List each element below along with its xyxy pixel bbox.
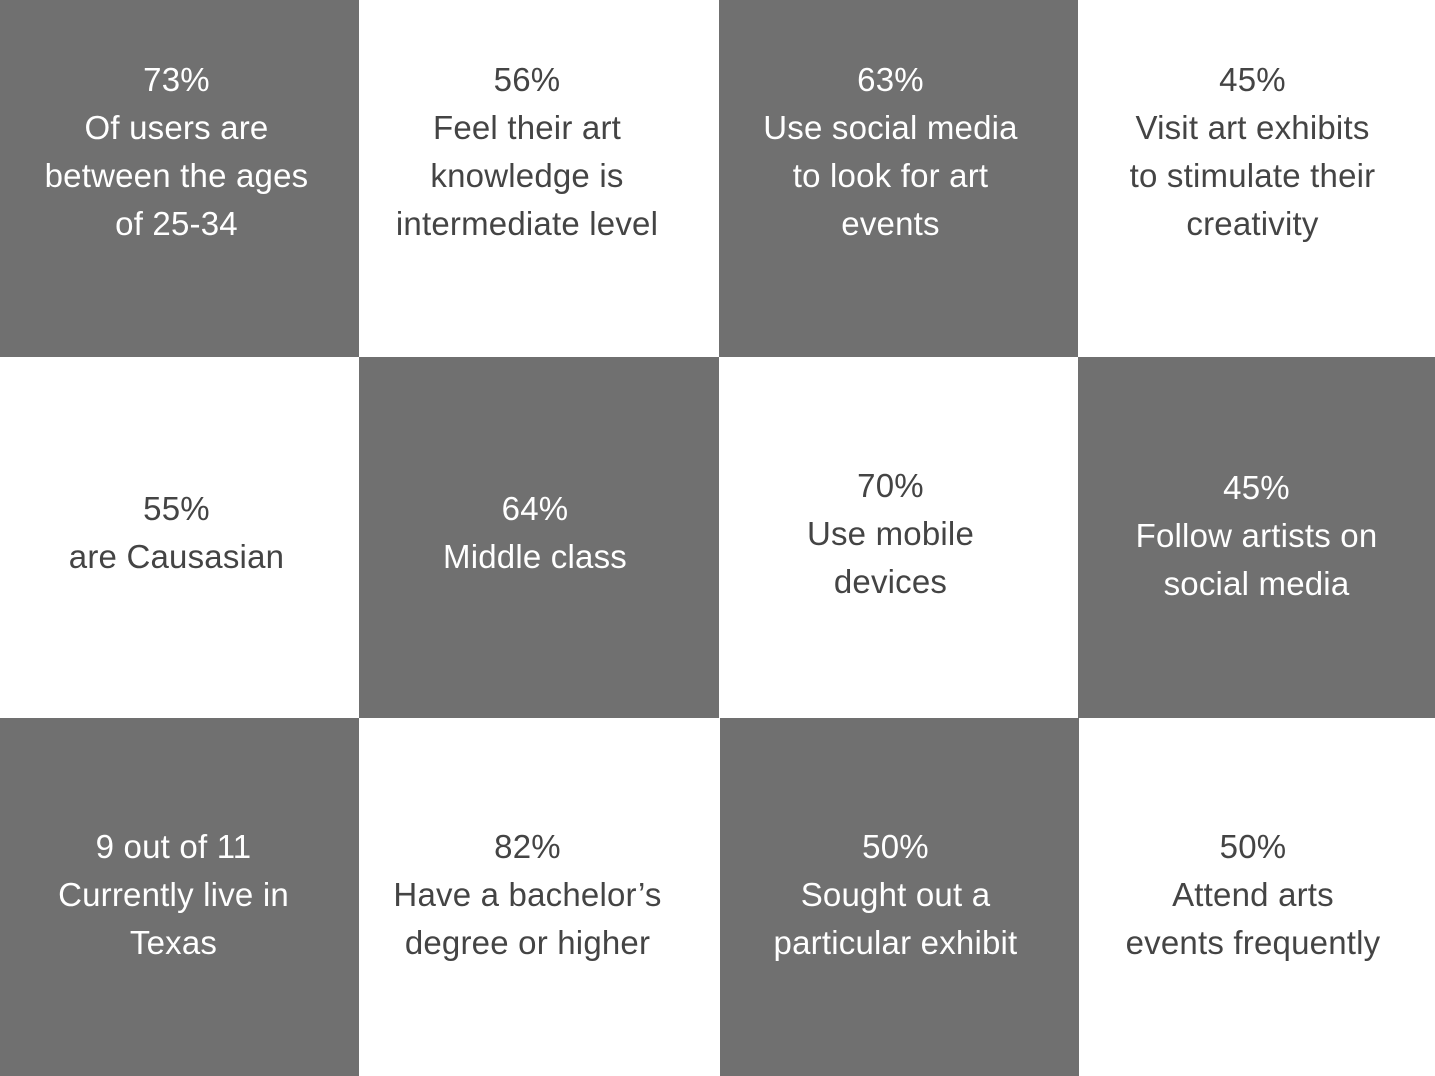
stat-label-line: Use mobile [806,515,975,552]
stat-label-line: Currently live in [58,876,289,913]
stat-label-line: intermediate level [395,205,659,242]
stat-tile-creativity: 45% Visit art exhibits to stimulate thei… [1078,0,1435,357]
stat-label-line: Texas [129,924,218,961]
stat-label-line: to stimulate their [1129,157,1376,194]
stat-value: 45% [1219,61,1286,98]
stat-label-line: to look for art [792,157,989,194]
stat-value: 70% [857,467,924,504]
stat-label-line: events [841,205,940,242]
stat-tile-mobile-devices: 70% Use mobile devices [719,357,1078,718]
stat-value: 56% [493,61,561,98]
stat-label-line: between the ages [44,157,309,194]
stat-tile-social-media-events: 63% Use social media to look for art eve… [719,0,1078,357]
stat-label-line: particular exhibit [773,924,1018,961]
stat-label-line: Attend arts [1172,876,1334,913]
stat-label-line: Use social media [763,109,1018,146]
stat-tile-ethnicity: 55% are Causasian [0,357,359,718]
stat-label-line: knowledge is [430,157,624,194]
stat-label-line: devices [833,563,948,600]
stat-tile-education: 82% Have a bachelor’s degree or higher [359,718,720,1076]
stat-value: 73% [143,61,210,98]
stat-value: 55% [143,490,210,527]
stat-value: 82% [494,828,561,865]
stat-label-line: Sought out a [800,876,991,913]
stat-value: 50% [1219,828,1287,865]
stat-tile-attend-events: 50% Attend arts events frequently [1079,718,1435,1076]
stat-label-line: creativity [1186,205,1319,242]
stat-value: 63% [857,61,924,98]
stat-label-line: Follow artists on [1135,517,1378,554]
stat-tile-follow-artists: 45% Follow artists on social media [1078,357,1435,718]
stat-label-line: Of users are [84,109,269,146]
stat-label-line: Middle class [443,538,627,575]
stat-tile-art-knowledge: 56% Feel their art knowledge is intermed… [359,0,719,357]
stat-value: 45% [1223,469,1290,506]
stat-label-line: degree or higher [404,924,651,961]
stat-label-line: social media [1163,565,1350,602]
stat-tile-particular-exhibit: 50% Sought out a particular exhibit [720,718,1079,1076]
stat-value: 50% [862,828,929,865]
stat-label-line: Have a bachelor’s [393,876,662,913]
stat-tile-age: 73% Of users are between the ages of 25-… [0,0,359,357]
stat-label-line: Feel their art [432,109,622,146]
stat-label-line: events frequently [1125,924,1381,961]
stat-value: 64% [501,490,569,527]
stat-label-line: of 25-34 [115,205,238,242]
stat-tile-texas: 9 out of 11 Currently live in Texas [0,718,359,1076]
stat-label-line: are Causasian [68,538,285,575]
stat-label-line: Visit art exhibits [1135,109,1370,146]
stat-value: 9 out of 11 [95,828,252,865]
stat-tile-middle-class: 64% Middle class [359,357,719,718]
